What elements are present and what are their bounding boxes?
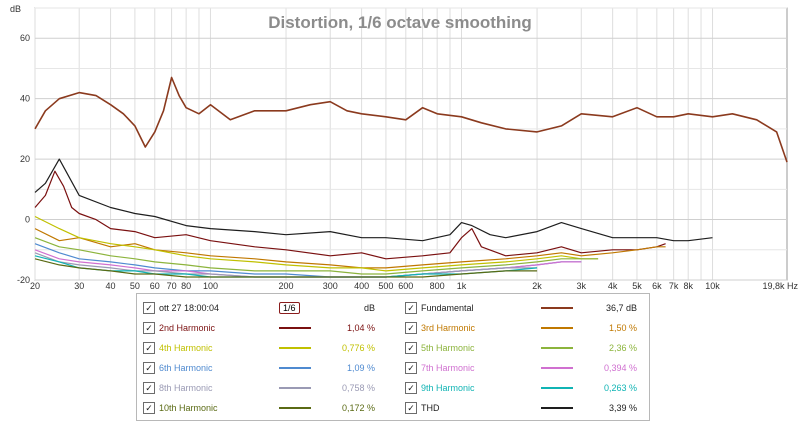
x-tick-label: 6k [652,281,662,290]
x-tick-label: 8k [683,281,693,290]
x-tick-label: 200 [279,281,294,290]
legend-swatch-8th-harmonic [279,387,311,389]
checkbox-ott-27-18-00-04[interactable]: ✓ [143,302,155,314]
x-tick-label: 4k [608,281,618,290]
legend-value-7th-harmonic: 0,394 % [603,363,637,373]
legend-row: ✓ 10th Harmonic 0,172 % ✓ THD 3,39 % [137,398,649,418]
legend-row: ✓ 6th Harmonic 1,09 % ✓ 7th Harmonic 0,394 % [137,358,649,378]
legend-label-8th-harmonic: 8th Harmonic [159,383,213,393]
x-tick-label: 80 [181,281,191,290]
series-line-fundamental [34,76,788,163]
x-tick-label: 40 [106,281,116,290]
legend-label-thd: THD [421,403,440,413]
x-tick-label: 50 [130,281,140,290]
checkbox-thd[interactable]: ✓ [405,402,417,414]
legend-value-fundamental: 36,7 dB [605,303,637,313]
checkbox-2nd-harmonic[interactable]: ✓ [143,322,155,334]
x-tick-label: 5k [632,281,642,290]
legend-value-6th-harmonic: 1,09 % [346,363,375,373]
legend-swatch-2nd-harmonic [279,327,311,329]
checkbox-6th-harmonic[interactable]: ✓ [143,362,155,374]
legend-swatch-thd [541,407,573,409]
y-tick-label: 60 [20,33,30,43]
y-tick-label: 20 [20,154,30,164]
legend-value-5th-harmonic: 2,36 % [608,343,637,353]
legend-label-5th-harmonic: 5th Harmonic [421,343,475,353]
legend-label-2nd-harmonic: 2nd Harmonic [159,323,216,333]
x-tick-label: 70 [167,281,177,290]
series-line-2nd-harmonic [34,170,666,260]
legend-swatch-10th-harmonic [279,407,311,409]
x-tick-label: 800 [430,281,445,290]
plot-area [34,7,788,281]
legend-swatch-7th-harmonic [541,367,573,369]
x-tick-label: 1k [457,281,467,290]
x-tick-label: 600 [398,281,413,290]
series-line-4th-harmonic [34,215,599,272]
checkbox-fundamental[interactable]: ✓ [405,302,417,314]
x-tick-label: 19,8k Hz [762,281,798,290]
legend-value-3rd-harmonic: 1,50 % [608,323,637,333]
x-tick-label: 3k [577,281,587,290]
legend-label-ott-27-18-00-04: ott 27 18:00:04 [159,303,220,313]
legend-swatch-9th-harmonic [541,387,573,389]
legend-value-4th-harmonic: 0,776 % [341,343,375,353]
y-tick-label: 0 [25,215,30,225]
chart-title: Distortion, 1/6 octave smoothing [268,13,532,32]
legend-row: ✓ 4th Harmonic 0,776 % ✓ 5th Harmonic 2,36 % [137,338,649,358]
x-tick-label: 7k [669,281,679,290]
legend-value-10th-harmonic: 0,172 % [341,403,375,413]
legend-label-3rd-harmonic: 3rd Harmonic [421,323,476,333]
series-line-5th-harmonic [34,237,599,275]
legend-swatch-6th-harmonic [279,367,311,369]
x-tick-label: 2k [532,281,542,290]
legend-swatch-4th-harmonic [279,347,311,349]
checkbox-9th-harmonic[interactable]: ✓ [405,382,417,394]
checkbox-5th-harmonic[interactable]: ✓ [405,342,417,354]
legend-row: ✓ 8th Harmonic 0,758 % ✓ 9th Harmonic 0,263 % [137,378,649,398]
legend-value-9th-harmonic: 0,263 % [603,383,637,393]
checkbox-4th-harmonic[interactable]: ✓ [143,342,155,354]
legend-value-2nd-harmonic: 1,04 % [346,323,375,333]
legend-label-10th-harmonic: 10th Harmonic [159,403,218,413]
x-tick-label: 30 [74,281,84,290]
x-tick-label: 100 [203,281,218,290]
checkbox-3rd-harmonic[interactable]: ✓ [405,322,417,334]
y-axis-label: dB [10,4,21,14]
legend-label-6th-harmonic: 6th Harmonic [159,363,213,373]
legend-value-thd: 3,39 % [608,403,637,413]
legend-value-8th-harmonic: 0,758 % [341,383,375,393]
x-tick-label: 20 [30,281,40,290]
legend-panel: ✓ ott 27 18:00:04 1/6 dB ✓ Fundamental 36,7 dB… [136,293,650,421]
legend-row: ✓ ott 27 18:00:04 1/6 dB ✓ Fundamental 36,7 dB [137,298,649,318]
smoothing-button[interactable]: 1/6 [279,302,300,314]
legend-row: ✓ 2nd Harmonic 1,04 % ✓ 3rd Harmonic 1,50 % [137,318,649,338]
checkbox-10th-harmonic[interactable]: ✓ [143,402,155,414]
legend-label-9th-harmonic: 9th Harmonic [421,383,475,393]
legend-swatch-5th-harmonic [541,347,573,349]
y-tick-label: -20 [17,275,30,285]
x-tick-label: 500 [378,281,393,290]
x-tick-label: 60 [150,281,160,290]
checkbox-7th-harmonic[interactable]: ✓ [405,362,417,374]
legend-label-7th-harmonic: 7th Harmonic [421,363,475,373]
x-tick-label: 400 [354,281,369,290]
legend-label-fundamental: Fundamental [421,303,474,313]
legend-swatch-3rd-harmonic [541,327,573,329]
legend-value-ott-27-18-00-04: dB [363,303,375,313]
series-lines [34,76,788,278]
legend-swatch-fundamental [541,307,573,309]
series-line-10th-harmonic [34,258,538,278]
y-tick-label: 40 [20,94,30,104]
legend-label-4th-harmonic: 4th Harmonic [159,343,213,353]
series-line-thd [34,158,713,242]
x-tick-label: 10k [705,281,720,290]
checkbox-8th-harmonic[interactable]: ✓ [143,382,155,394]
x-tick-label: 300 [323,281,338,290]
